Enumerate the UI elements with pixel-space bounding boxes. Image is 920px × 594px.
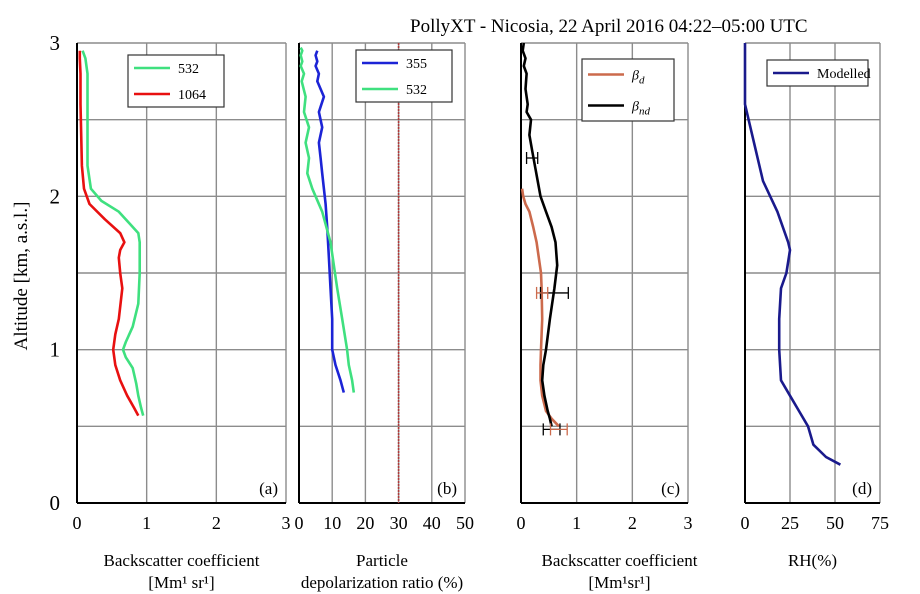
x-tick-label: 40	[423, 513, 441, 533]
x-tick-label: 0	[741, 513, 750, 533]
panel-label: (a)	[259, 479, 278, 498]
x-tick-label: 1	[572, 513, 581, 533]
figure-title: PollyXT - Nicosia, 22 April 2016 04:22–0…	[410, 16, 808, 37]
legend-label: 532	[406, 83, 427, 98]
panel-label: (c)	[661, 479, 680, 498]
x-tick-label: 25	[781, 513, 799, 533]
legend-subscript: d	[639, 75, 645, 87]
legend-box	[355, 49, 453, 103]
legend-subscript: nd	[639, 106, 651, 118]
legend-label: Modelled	[817, 67, 871, 82]
panel-d: 0 25 50 75 RH(%) (d) Modelled	[741, 42, 889, 570]
series-line	[314, 50, 346, 393]
series-line	[743, 43, 842, 466]
legend-label: 1064	[178, 88, 206, 103]
panel-b: 0 10 20 30 40 50 Particle depolarization ratio …	[295, 42, 474, 592]
y-tick-label: 2	[50, 184, 61, 208]
x-tick-label: 20	[356, 513, 374, 533]
x-tick-label: 75	[871, 513, 889, 533]
x-tick-label: 0	[295, 513, 304, 533]
legend-box	[127, 54, 225, 108]
x-tick-label: 0	[517, 513, 526, 533]
y-axis-label: Altitude [km, a.s.l.]	[11, 202, 32, 351]
y-tick-label: 3	[50, 31, 61, 55]
x-tick-label: 30	[390, 513, 408, 533]
panel-label: (d)	[852, 479, 872, 498]
x-tick-label: 1	[142, 513, 151, 533]
x-axis-label: [Mm¹sr¹]	[588, 573, 650, 592]
legend-box	[581, 58, 675, 122]
x-axis-label: [Mm¹ sr¹]	[148, 573, 214, 592]
series-line	[521, 42, 559, 427]
series-line	[299, 47, 356, 393]
series-line	[520, 188, 560, 428]
x-tick-label: 2	[628, 513, 637, 533]
x-tick-label: 50	[456, 513, 474, 533]
x-axis-label: Backscatter coefficient	[542, 551, 698, 570]
y-tick-label: 1	[50, 338, 61, 362]
legend-label: 355	[406, 57, 427, 72]
x-tick-label: 3	[282, 513, 291, 533]
x-axis-label: RH(%)	[788, 551, 837, 570]
legend-label: 532	[178, 62, 199, 77]
x-tick-label: 50	[826, 513, 844, 533]
x-tick-label: 3	[684, 513, 693, 533]
panel-label: (b)	[437, 479, 457, 498]
x-axis-label: Particle	[356, 551, 408, 570]
x-tick-label: 10	[323, 513, 341, 533]
y-tick-labels: 0 1 2 3	[50, 31, 61, 515]
x-tick-label: 2	[212, 513, 221, 533]
y-tick-label: 0	[50, 491, 61, 515]
series-line	[81, 50, 145, 416]
x-tick-label: 0	[73, 513, 82, 533]
series-line	[78, 50, 140, 417]
panel-a: 0 1 2 3 Backscatter coefficient [Mm¹ sr¹] (a) 5…	[73, 42, 291, 592]
x-axis-label: depolarization ratio (%)	[301, 573, 463, 592]
x-axis-label: Backscatter coefficient	[104, 551, 260, 570]
